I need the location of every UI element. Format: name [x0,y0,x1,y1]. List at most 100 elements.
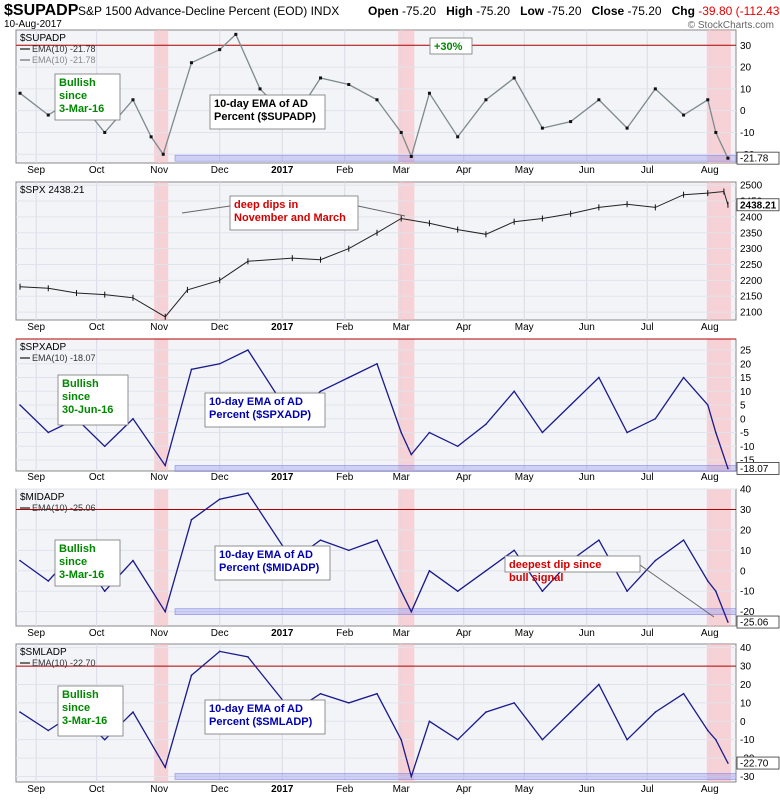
x-tick-label: Jun [579,628,595,639]
annotation-text: Bullish since 30-Jun-16 [62,378,113,416]
x-tick-label: Oct [89,165,105,176]
y-tick-label: 2250 [740,260,763,271]
data-point [19,711,21,713]
data-point [540,126,544,130]
data-point [47,431,50,434]
symbol-title: $SUPADP [4,2,79,19]
callout-pointer [639,564,715,618]
x-tick-label: Aug [701,784,719,795]
data-point [727,467,729,470]
x-tick-label: Jul [641,784,654,795]
x-tick-label: Apr [456,165,472,176]
data-point [164,464,167,467]
x-tick-label: Dec [211,322,229,333]
legend-entry: EMA(10) -21.78 [32,55,96,65]
data-point [598,683,600,686]
data-point [347,376,350,379]
data-point [347,702,350,704]
data-point [706,98,710,102]
series-line [19,492,729,623]
x-tick-label: Aug [701,165,719,176]
data-point [319,390,322,393]
data-point [714,130,718,134]
x-tick-label: Jun [579,165,595,176]
x-tick-label: Aug [701,322,719,333]
highlight-band [398,644,415,782]
data-point [218,650,221,653]
x-tick-label: Nov [150,628,168,639]
y-tick-label: 5 [740,401,746,412]
data-point [653,87,657,91]
last-value-tag [736,198,780,212]
y-tick-label: -20 [740,607,755,618]
data-point [399,130,403,134]
data-point [715,431,717,434]
data-point [682,692,685,695]
chart-header: $SUPADP S&P 1500 Advance-Decline Percent… [0,0,780,31]
annotation-box [229,195,359,231]
y-tick-label: 30 [740,41,752,52]
data-point [626,590,628,593]
x-tick-label: Jun [579,322,595,333]
x-tick-label: Oct [89,472,105,483]
y-tick-label: 0 [740,717,746,728]
annotation-text: 10-day EMA of AD Percent ($SUPADP) [214,98,316,123]
y-tick-label: 40 [740,643,752,654]
annotation-box [57,374,129,426]
last-value-label: -21.78 [740,154,769,165]
y-tick-label: 2350 [740,228,763,239]
data-point [428,720,431,723]
x-tick-label: Mar [393,472,411,483]
x-tick-label: Sep [27,628,45,639]
panel-title: $SUPADP [20,33,66,44]
y-tick-label: 2300 [740,244,763,255]
y-tick-label: 10 [740,387,752,398]
x-tick-label: Jun [579,784,595,795]
x-tick-label: Dec [211,472,229,483]
data-point [682,113,686,117]
ohlc-readout: Open -75.20 High -75.20 Low -75.20 Close… [368,4,780,18]
x-tick-label: Mar [393,628,411,639]
annotation-box [204,392,326,428]
data-point [47,580,50,582]
data-point [715,590,717,593]
data-point [347,83,351,87]
annotation-box [204,699,326,735]
x-tick-label: Oct [89,628,105,639]
y-tick-label: 2400 [740,212,763,223]
data-point [131,98,135,102]
data-point [727,621,729,623]
x-tick-label: Feb [336,165,354,176]
annotation-text: Bullish since 3-Mar-16 [59,543,104,581]
data-point [541,590,544,593]
data-point [456,135,460,139]
y-tick-label: -15 [740,456,755,467]
x-tick-label: Nov [150,472,168,483]
x-tick-label: Oct [89,784,105,795]
data-point [598,376,600,379]
y-tick-label: 15 [740,373,752,384]
data-point [103,590,106,593]
data-point [218,48,222,52]
data-point [46,113,50,117]
x-tick-label: Aug [701,628,719,639]
data-point [427,91,431,95]
data-point [218,498,221,501]
x-tick-label: May [515,322,534,333]
series-line [19,33,729,159]
data-point [715,738,717,741]
highlight-band [154,182,169,320]
support-band [174,773,737,780]
data-point [569,711,572,713]
support-band [174,154,737,162]
annotation-box [504,555,641,573]
data-point [103,130,107,134]
data-point [485,423,487,426]
annotation-text: deepest dip since bull signal [509,559,601,584]
panel-title: $MIDADP [20,492,65,503]
annotation-box [429,37,473,55]
x-tick-label: Feb [336,628,354,639]
y-tick-label: -10 [740,587,755,598]
y-tick-label: 0 [740,566,746,577]
x-tick-label: Nov [150,322,168,333]
